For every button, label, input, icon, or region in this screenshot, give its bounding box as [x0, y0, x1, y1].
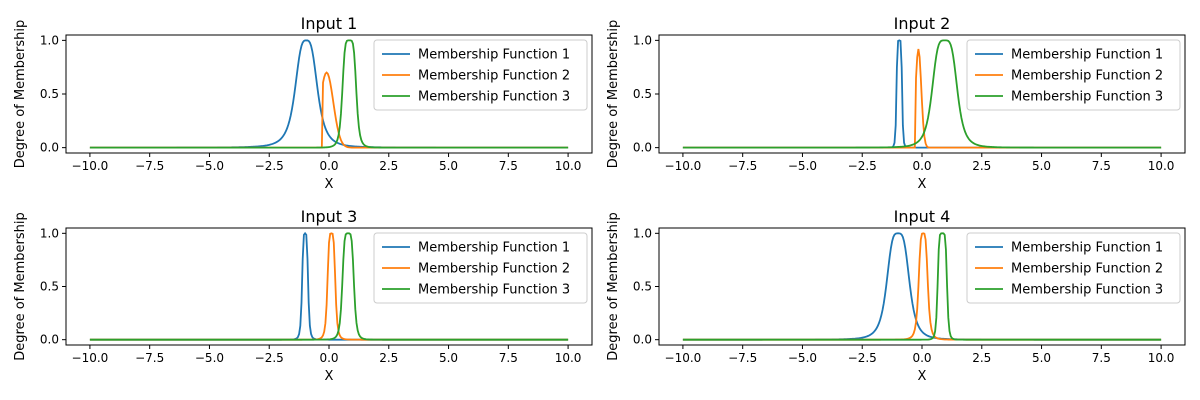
x-tick-label: −2.5	[255, 351, 284, 365]
x-tick-label: −2.5	[848, 159, 877, 173]
series-line-mf3	[89, 39, 569, 149]
subplot-3: Input 3 −10.0 −7.5 −5.0 −2.5 0.0 2.5 5.0 7.5 10.0…	[13, 207, 593, 384]
x-axis-label: X	[918, 369, 927, 384]
y-tick-label: 1.0	[633, 226, 652, 240]
series-line-mf3	[682, 232, 1162, 341]
x-axis-label: X	[918, 177, 927, 192]
x-tick-label: 7.5	[499, 351, 518, 365]
x-tick-label: 10.0	[555, 159, 582, 173]
y-tick-label: 0.5	[40, 280, 59, 294]
y-tick-label: 0.5	[633, 280, 652, 294]
legend: Membership Function 1 Membership Function…	[966, 232, 1181, 304]
legend-entry-label: Membership Function 1	[418, 48, 570, 63]
x-tick-label: 2.5	[379, 351, 398, 365]
series-line-mf3	[89, 232, 569, 341]
x-tick-label: −5.0	[788, 351, 817, 365]
y-tick-label: 0.5	[633, 87, 652, 101]
legend: Membership Function 1 Membership Function…	[966, 39, 1181, 111]
legend-entry-label: Membership Function 1	[1011, 241, 1163, 256]
x-tick-label: 0.0	[319, 351, 338, 365]
y-tick-label: 0.0	[40, 333, 59, 347]
subplot-title: Input 4	[894, 207, 951, 226]
x-tick-label: −7.5	[728, 351, 757, 365]
legend-box	[966, 39, 1181, 111]
x-tick-label: −10.0	[72, 159, 109, 173]
subplot-title: Input 3	[301, 207, 358, 226]
x-tick-label: 5.0	[1032, 159, 1051, 173]
legend-entry-label: Membership Function 3	[1011, 90, 1163, 105]
y-tick-label: 1.0	[40, 33, 59, 47]
series-line-mf3	[682, 39, 1162, 149]
x-tick-label: 2.5	[972, 351, 991, 365]
subplot-title: Input 1	[301, 14, 358, 33]
y-axis-label: Degree of Membership	[606, 212, 621, 360]
x-tick-label: −10.0	[72, 351, 109, 365]
x-tick-label: −2.5	[255, 159, 284, 173]
legend: Membership Function 1 Membership Function…	[373, 39, 588, 111]
legend-entry-label: Membership Function 3	[418, 283, 570, 298]
legend-entry-label: Membership Function 2	[418, 69, 570, 84]
x-tick-label: −5.0	[788, 159, 817, 173]
y-tick-label: 0.0	[40, 141, 59, 155]
x-tick-label: −5.0	[195, 351, 224, 365]
legend-entry-label: Membership Function 3	[418, 90, 570, 105]
x-tick-label: −7.5	[135, 159, 164, 173]
subplot-1: Input 1 −10.0 −7.5 −5.0 −2.5 0.0 2.5 5.0 7.5 10.0…	[13, 14, 593, 192]
x-tick-label: −5.0	[195, 159, 224, 173]
y-tick-label: 1.0	[40, 226, 59, 240]
x-tick-label: −7.5	[135, 351, 164, 365]
legend-entry-label: Membership Function 1	[1011, 48, 1163, 63]
x-tick-label: −10.0	[665, 159, 702, 173]
x-tick-label: 5.0	[439, 159, 458, 173]
x-tick-label: 10.0	[1148, 351, 1175, 365]
legend-box	[373, 39, 588, 111]
x-tick-label: 0.0	[319, 159, 338, 173]
legend-entry-label: Membership Function 2	[1011, 262, 1163, 277]
x-tick-label: 7.5	[1092, 159, 1111, 173]
x-tick-label: 0.0	[912, 159, 931, 173]
x-tick-label: 7.5	[499, 159, 518, 173]
x-axis-label: X	[325, 177, 334, 192]
legend-entry-label: Membership Function 1	[418, 241, 570, 256]
y-tick-label: 0.5	[40, 87, 59, 101]
y-tick-label: 0.0	[633, 141, 652, 155]
x-tick-label: 5.0	[1032, 351, 1051, 365]
legend-entry-label: Membership Function 2	[418, 262, 570, 277]
x-tick-label: −2.5	[848, 351, 877, 365]
legend-box	[966, 232, 1181, 304]
x-tick-label: 10.0	[1148, 159, 1175, 173]
x-tick-label: 5.0	[439, 351, 458, 365]
x-tick-label: 2.5	[379, 159, 398, 173]
x-tick-label: 0.0	[912, 351, 931, 365]
legend-entry-label: Membership Function 2	[1011, 69, 1163, 84]
x-tick-label: 2.5	[972, 159, 991, 173]
x-tick-label: 10.0	[555, 351, 582, 365]
legend: Membership Function 1 Membership Function…	[373, 232, 588, 304]
y-axis-label: Degree of Membership	[606, 20, 621, 168]
x-tick-label: −7.5	[728, 159, 757, 173]
y-tick-label: 0.0	[633, 333, 652, 347]
y-axis-label: Degree of Membership	[13, 20, 28, 168]
subplot-4: Input 4 −10.0 −7.5 −5.0 −2.5 0.0 2.5 5.0 7.5 10.0…	[606, 207, 1186, 384]
subplot-title: Input 2	[894, 14, 951, 33]
x-axis-label: X	[325, 369, 334, 384]
y-axis-label: Degree of Membership	[13, 212, 28, 360]
x-tick-label: 7.5	[1092, 351, 1111, 365]
subplot-2: Input 2 −10.0 −7.5 −5.0 −2.5 0.0 2.5 5.0 7.5 10.0…	[606, 14, 1186, 192]
y-tick-label: 1.0	[633, 33, 652, 47]
x-tick-label: −10.0	[665, 351, 702, 365]
legend-entry-label: Membership Function 3	[1011, 283, 1163, 298]
legend-box	[373, 232, 588, 304]
